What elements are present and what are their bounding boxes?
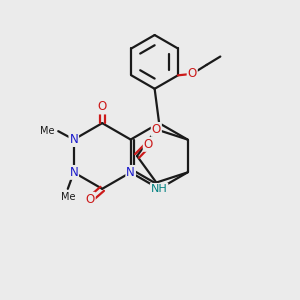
Text: O: O xyxy=(152,123,161,136)
Text: Me: Me xyxy=(40,126,55,136)
Text: Me: Me xyxy=(61,192,75,203)
Text: NH: NH xyxy=(151,184,167,194)
Text: O: O xyxy=(144,138,153,151)
Text: O: O xyxy=(85,193,95,206)
Text: O: O xyxy=(188,68,197,80)
Text: O: O xyxy=(98,100,107,113)
Text: N: N xyxy=(126,166,135,179)
Text: N: N xyxy=(69,166,78,179)
Text: N: N xyxy=(69,133,78,146)
